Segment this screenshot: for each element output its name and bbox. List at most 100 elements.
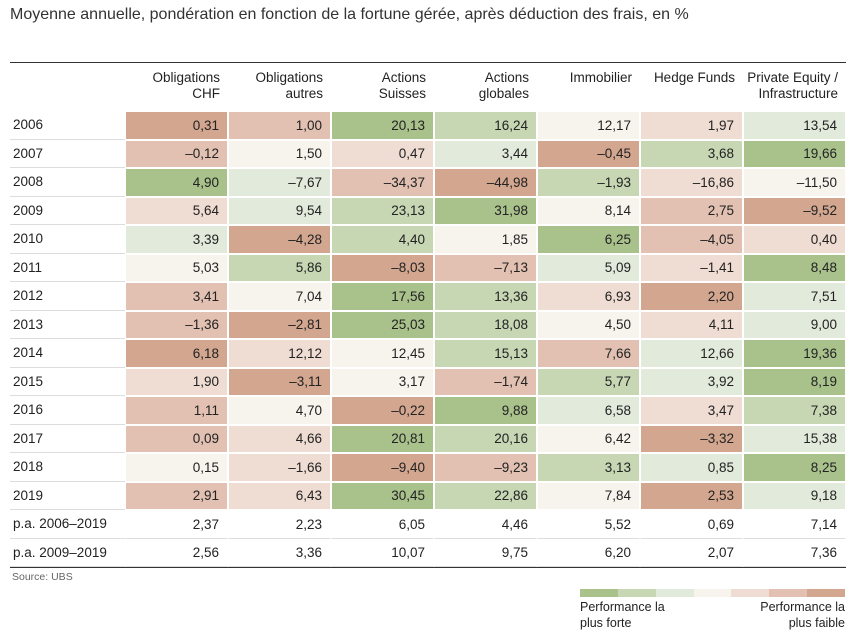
value-cell: 4,46 bbox=[434, 510, 537, 539]
value-cell: 6,05 bbox=[331, 510, 434, 539]
value-cell: –4,28 bbox=[228, 225, 331, 254]
value-cell: 31,98 bbox=[434, 196, 537, 225]
row-label: 2017 bbox=[10, 425, 125, 453]
value-cell: 7,84 bbox=[537, 481, 640, 510]
legend-swatch bbox=[580, 589, 618, 597]
value-cell: 7,66 bbox=[537, 339, 640, 368]
row-label: 2009 bbox=[10, 197, 125, 225]
value-cell: –3,11 bbox=[228, 367, 331, 396]
legend-swatch bbox=[807, 589, 845, 597]
value-cell: 0,09 bbox=[125, 424, 228, 453]
value-cell: 3,44 bbox=[434, 139, 537, 168]
value-cell: –1,36 bbox=[125, 310, 228, 339]
value-cell: 2,53 bbox=[640, 481, 743, 510]
value-cell: 1,90 bbox=[125, 367, 228, 396]
row-label: 2006 bbox=[10, 111, 125, 140]
value-cell: 2,20 bbox=[640, 282, 743, 311]
value-cell: 4,90 bbox=[125, 168, 228, 197]
value-cell: 4,66 bbox=[228, 424, 331, 453]
value-cell: 1,00 bbox=[228, 111, 331, 140]
row-label: 2007 bbox=[10, 140, 125, 168]
value-cell: –1,74 bbox=[434, 367, 537, 396]
value-cell: 0,40 bbox=[743, 225, 846, 254]
legend-low: Performance la plus faible bbox=[760, 600, 845, 630]
value-cell: 0,15 bbox=[125, 453, 228, 482]
legend-swatch bbox=[655, 589, 694, 597]
value-cell: 0,85 bbox=[640, 453, 743, 482]
value-cell: –1,41 bbox=[640, 253, 743, 282]
row-label: 2018 bbox=[10, 453, 125, 482]
value-cell: 1,50 bbox=[228, 139, 331, 168]
value-cell: –9,23 bbox=[434, 453, 537, 482]
value-cell: –0,45 bbox=[537, 139, 640, 168]
legend-swatch bbox=[693, 589, 732, 597]
value-cell: 9,75 bbox=[434, 538, 537, 567]
value-cell: –11,50 bbox=[743, 168, 846, 197]
value-cell: 3,13 bbox=[537, 453, 640, 482]
value-cell: 1,85 bbox=[434, 225, 537, 254]
value-cell: 9,88 bbox=[434, 396, 537, 425]
row-label: 2015 bbox=[10, 368, 125, 396]
legend-swatch bbox=[731, 589, 770, 597]
value-cell: 7,04 bbox=[228, 282, 331, 311]
value-cell: 6,20 bbox=[537, 538, 640, 567]
value-cell: –1,93 bbox=[537, 168, 640, 197]
value-cell: 4,40 bbox=[331, 225, 434, 254]
value-cell: –0,22 bbox=[331, 396, 434, 425]
value-cell: 3,92 bbox=[640, 367, 743, 396]
value-cell: 2,56 bbox=[125, 538, 228, 567]
value-cell: 3,39 bbox=[125, 225, 228, 254]
value-cell: 6,25 bbox=[537, 225, 640, 254]
value-cell: 0,31 bbox=[125, 111, 228, 140]
value-cell: 30,45 bbox=[331, 481, 434, 510]
value-cell: –2,81 bbox=[228, 310, 331, 339]
value-cell: 22,86 bbox=[434, 481, 537, 510]
value-cell: 12,45 bbox=[331, 339, 434, 368]
row-label: 2013 bbox=[10, 311, 125, 339]
value-cell: –7,13 bbox=[434, 253, 537, 282]
value-cell: –3,32 bbox=[640, 424, 743, 453]
value-cell: 7,14 bbox=[743, 510, 846, 539]
value-cell: 19,66 bbox=[743, 139, 846, 168]
row-label: 2016 bbox=[10, 396, 125, 425]
value-cell: 3,36 bbox=[228, 538, 331, 567]
column-header: Actions globales bbox=[478, 70, 529, 101]
value-cell: 7,38 bbox=[743, 396, 846, 425]
value-cell: 5,64 bbox=[125, 196, 228, 225]
row-label: p.a. 2006–2019 bbox=[10, 510, 125, 539]
column-header: Hedge Funds bbox=[653, 70, 735, 85]
value-cell: 5,52 bbox=[537, 510, 640, 539]
column-header: Private Equity / Infrastructure bbox=[747, 70, 838, 101]
value-cell: 20,81 bbox=[331, 424, 434, 453]
value-cell: 4,70 bbox=[228, 396, 331, 425]
value-cell: 16,24 bbox=[434, 111, 537, 140]
row-label: 2014 bbox=[10, 339, 125, 368]
value-cell: 6,43 bbox=[228, 481, 331, 510]
value-cell: 7,51 bbox=[743, 282, 846, 311]
value-cell: 9,00 bbox=[743, 310, 846, 339]
value-cell: 5,09 bbox=[537, 253, 640, 282]
value-cell: 12,66 bbox=[640, 339, 743, 368]
value-cell: –9,52 bbox=[743, 196, 846, 225]
title: Moyenne annuelle, pondération en fonctio… bbox=[10, 6, 689, 23]
column-header: Obligations autres bbox=[255, 70, 323, 101]
value-cell: 20,13 bbox=[331, 111, 434, 140]
value-cell: –4,05 bbox=[640, 225, 743, 254]
value-cell: 8,48 bbox=[743, 253, 846, 282]
value-cell: 2,37 bbox=[125, 510, 228, 539]
value-cell: 7,36 bbox=[743, 538, 846, 567]
value-cell: 15,38 bbox=[743, 424, 846, 453]
value-cell: 20,16 bbox=[434, 424, 537, 453]
value-cell: 2,91 bbox=[125, 481, 228, 510]
row-label: 2012 bbox=[10, 282, 125, 311]
source: Source: UBS bbox=[12, 571, 73, 583]
value-cell: 12,12 bbox=[228, 339, 331, 368]
row-label: 2010 bbox=[10, 225, 125, 254]
row-label: 2019 bbox=[10, 482, 125, 510]
value-cell: 0,69 bbox=[640, 510, 743, 539]
column-header: Obligations CHF bbox=[152, 70, 220, 101]
column-header: Actions Suisses bbox=[378, 70, 426, 101]
value-cell: 6,18 bbox=[125, 339, 228, 368]
bottom-rule bbox=[10, 567, 846, 568]
